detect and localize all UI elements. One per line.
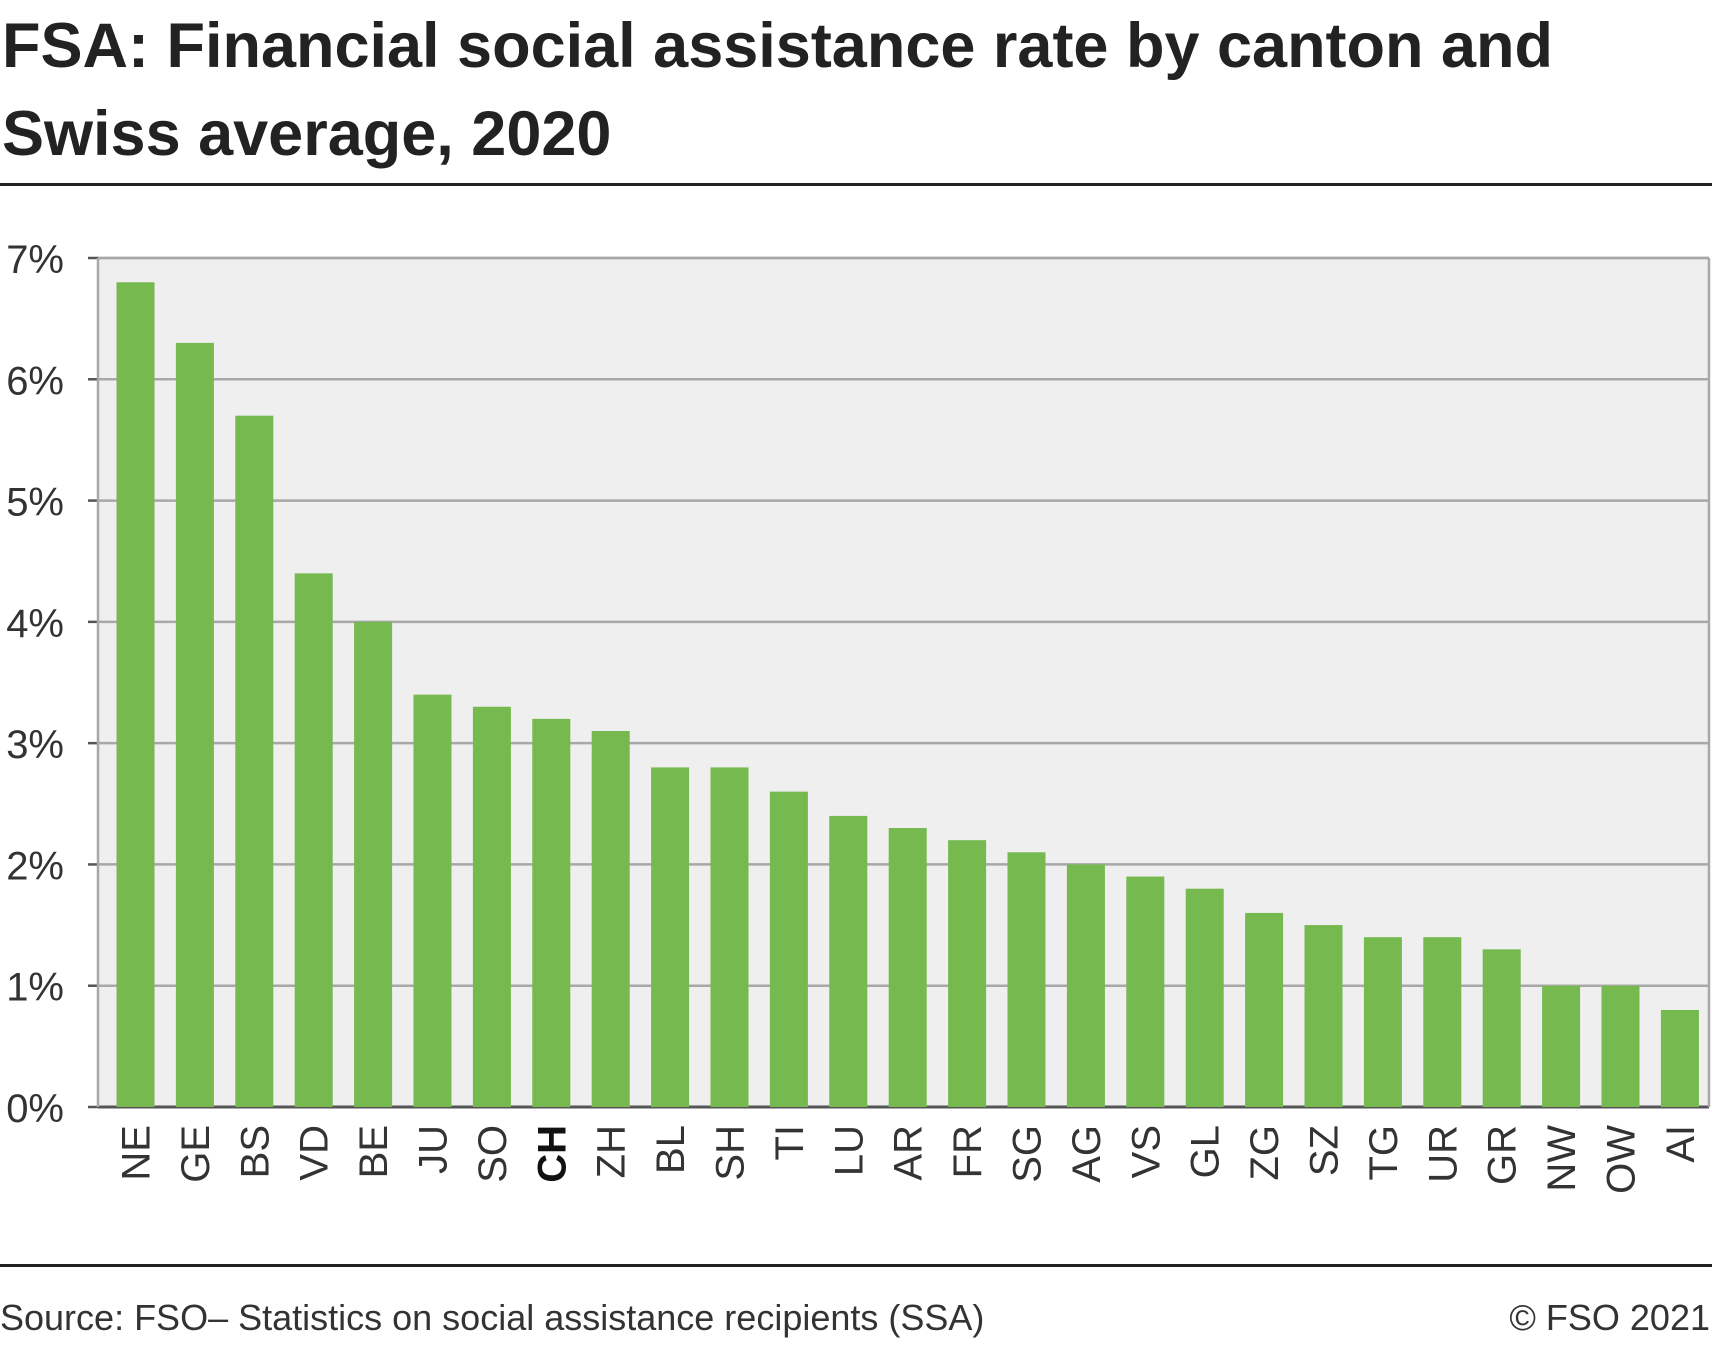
bar-chart: 0% 1% 2% 3% 4% 5% 6% 7% NE GE BS VD BE JU SO CH ZH BL SH T… — [6, 238, 1711, 1194]
bar-ti — [769, 791, 808, 1107]
x-tick-label-ai: AI — [1659, 1125, 1703, 1163]
bars — [116, 282, 1699, 1107]
x-tick-label-zg: ZG — [1243, 1125, 1287, 1181]
bar-vd — [294, 573, 333, 1107]
bar-sh — [710, 767, 749, 1107]
y-tick-label: 3% — [6, 723, 64, 767]
bar-ge — [175, 342, 214, 1107]
bar-sz — [1304, 925, 1343, 1107]
x-tick-label-zh: ZH — [590, 1125, 634, 1178]
bar-zg — [1245, 912, 1284, 1107]
bar-ai — [1660, 1009, 1699, 1107]
x-tick-label-ow: OW — [1600, 1125, 1644, 1194]
bar-lu — [829, 815, 868, 1107]
x-tick-label-nw: NW — [1540, 1125, 1584, 1192]
source-note: Source: FSO– Statistics on social assist… — [0, 1297, 985, 1338]
x-tick-label-bs: BS — [233, 1125, 277, 1178]
y-tick-label: 4% — [6, 602, 64, 646]
x-tick-label-ju: JU — [412, 1125, 456, 1174]
bar-be — [354, 621, 393, 1107]
bar-ur — [1423, 937, 1462, 1107]
bar-ag — [1066, 864, 1105, 1107]
bar-gl — [1185, 888, 1224, 1107]
bar-ch — [532, 718, 571, 1107]
bar-vs — [1126, 876, 1165, 1107]
bar-so — [472, 706, 511, 1107]
x-tick-label-ur: UR — [1421, 1125, 1465, 1183]
y-axis-tick-labels: 0% 1% 2% 3% 4% 5% 6% 7% — [6, 238, 64, 1131]
x-tick-label-tg: TG — [1362, 1125, 1406, 1181]
bar-ar — [888, 828, 927, 1107]
x-tick-label-ar: AR — [887, 1125, 931, 1181]
bar-ne — [116, 282, 155, 1107]
y-tick-label: 6% — [6, 359, 64, 403]
bar-zh — [591, 731, 630, 1107]
bar-ow — [1601, 985, 1640, 1107]
bar-sg — [1007, 852, 1046, 1107]
bar-nw — [1542, 985, 1581, 1107]
x-tick-label-sh: SH — [709, 1125, 753, 1181]
title-divider — [0, 183, 1712, 186]
y-tick-label: 5% — [6, 481, 64, 525]
footer-divider — [0, 1264, 1712, 1267]
copyright-note: © FSO 2021 — [1509, 1297, 1710, 1338]
y-tick-label: 2% — [6, 844, 64, 888]
x-tick-label-vd: VD — [293, 1125, 337, 1181]
chart-title: FSA: Financial social assistance rate by… — [2, 11, 1554, 169]
x-tick-label-gl: GL — [1184, 1125, 1228, 1178]
x-tick-label-bl: BL — [649, 1125, 693, 1174]
x-tick-label-gr: GR — [1481, 1125, 1525, 1185]
x-tick-label-lu: LU — [827, 1125, 871, 1176]
x-tick-label-ti: TI — [768, 1125, 812, 1161]
x-tick-label-ne: NE — [115, 1125, 159, 1181]
x-axis-tick-labels: NE GE BS VD BE JU SO CH ZH BL SH TI LU AR FR SG AG VS GL ZG… — [115, 1125, 1703, 1194]
x-tick-label-sg: SG — [1006, 1125, 1050, 1183]
x-tick-label-ag: AG — [1065, 1125, 1109, 1183]
y-tick-label: 1% — [6, 966, 64, 1010]
bar-bs — [235, 415, 274, 1107]
y-tick-label: 7% — [6, 238, 64, 282]
x-tick-label-vs: VS — [1124, 1125, 1168, 1178]
y-tick-label: 0% — [6, 1087, 64, 1131]
x-tick-label-sz: SZ — [1303, 1125, 1347, 1176]
bar-bl — [651, 767, 690, 1107]
x-tick-label-ch: CH — [530, 1125, 574, 1183]
bar-ju — [413, 694, 452, 1107]
x-tick-label-ge: GE — [174, 1125, 218, 1183]
bar-tg — [1363, 937, 1402, 1107]
x-tick-label-fr: FR — [946, 1125, 990, 1178]
x-tick-label-be: BE — [352, 1125, 396, 1178]
bar-gr — [1482, 949, 1521, 1107]
bar-fr — [948, 840, 987, 1107]
x-tick-label-so: SO — [471, 1125, 515, 1183]
